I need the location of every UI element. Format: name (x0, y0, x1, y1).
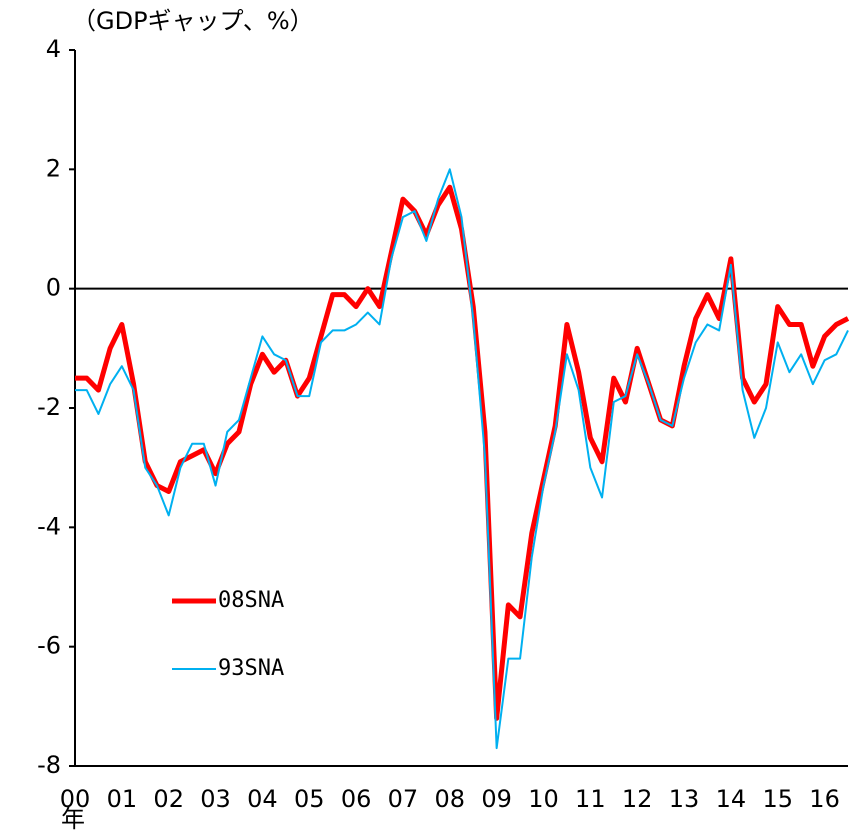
x-tick-label: 13 (669, 785, 700, 813)
legend-label: 08SNA (218, 588, 284, 613)
x-tick-label: 02 (153, 785, 184, 813)
y-tick-label: -4 (37, 512, 61, 540)
x-tick-label: 14 (716, 785, 747, 813)
x-tick-label: 07 (388, 785, 419, 813)
chart-title: （GDPギャップ、%） (72, 7, 314, 35)
x-tick-label: 05 (294, 785, 325, 813)
x-tick-label: 04 (247, 785, 278, 813)
x-tick-label: 16 (809, 785, 840, 813)
x-tick-label: 15 (762, 785, 793, 813)
y-tick-label: 4 (46, 35, 61, 63)
x-tick-label: 08 (435, 785, 466, 813)
series-line (75, 168, 849, 750)
y-tick-label: 0 (46, 274, 61, 302)
x-tick-label: 06 (341, 785, 372, 813)
x-tick-label: 11 (575, 785, 606, 813)
y-tick-label: -6 (37, 632, 61, 660)
x-tick-label: 10 (528, 785, 559, 813)
y-tick-label: -2 (37, 393, 61, 421)
x-unit: 年 (61, 805, 85, 832)
x-tick-label: 00 (60, 785, 91, 813)
legend-label: 93SNA (218, 656, 284, 681)
x-tick-label: 03 (200, 785, 231, 813)
series-line (75, 184, 850, 721)
x-tick-label: 01 (107, 785, 138, 813)
x-tick-label: 12 (622, 785, 653, 813)
x-tick-label: 09 (481, 785, 512, 813)
y-tick-label: -8 (37, 751, 61, 779)
y-tick-label: 2 (46, 154, 61, 182)
